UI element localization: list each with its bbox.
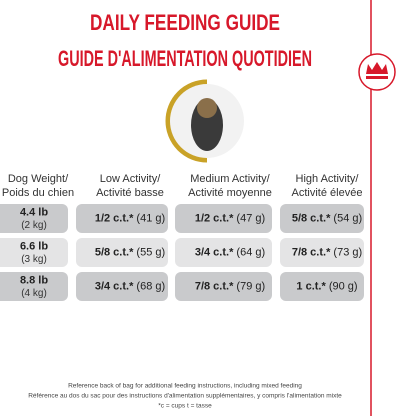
grams: (47 g) — [236, 212, 265, 224]
weight-lb: 6.6 lb — [20, 240, 48, 252]
title: DAILY FEEDING GUIDE — [90, 10, 280, 35]
table-cell — [280, 204, 364, 233]
photo-ring — [165, 79, 208, 163]
table-cell — [0, 272, 68, 301]
table-cell — [76, 238, 168, 267]
feeding-amount: 1 c.t.* (90 g) — [296, 280, 357, 292]
feeding-amount: 1/2 c.t.* (47 g) — [195, 212, 265, 224]
grams: (68 g) — [136, 280, 165, 292]
column-header: Activité moyenne — [188, 187, 272, 199]
weight-lb: 8.8 lb — [20, 274, 48, 286]
amount: 1/2 c.t.* — [195, 212, 234, 224]
grams: (55 g) — [136, 246, 165, 258]
footnote: *c = cups t = tasse — [158, 403, 212, 410]
weight-kg: (4 kg) — [21, 288, 47, 299]
feeding-amount: 7/8 c.t.* (79 g) — [195, 280, 265, 292]
feeding-amount: 5/8 c.t.* (54 g) — [292, 212, 362, 224]
feeding-amount: 7/8 c.t.* (73 g) — [292, 246, 362, 258]
amount: 1 c.t.* — [296, 280, 326, 292]
footnote: Reference back of bag for additional fee… — [68, 383, 302, 390]
column-header: Activité élevée — [292, 187, 363, 199]
weight-kg: (3 kg) — [21, 254, 47, 265]
subtitle: GUIDE D'ALIMENTATION QUOTIDIEN — [58, 46, 312, 71]
table-cell — [76, 272, 168, 301]
column-header: Dog Weight/ — [8, 173, 69, 185]
column-header: Poids du chien — [2, 187, 74, 199]
amount: 3/4 c.t.* — [95, 280, 134, 292]
feeding-amount: 3/4 c.t.* (68 g) — [95, 280, 165, 292]
weight-lb: 4.4 lb — [20, 206, 48, 218]
feeding-amount: 1/2 c.t.* (41 g) — [95, 212, 165, 224]
column-header: High Activity/ — [296, 173, 360, 185]
feeding-amount: 3/4 c.t.* (64 g) — [195, 246, 265, 258]
grams: (54 g) — [333, 212, 362, 224]
amount: 5/8 c.t.* — [292, 212, 331, 224]
grams: (41 g) — [136, 212, 165, 224]
weight-kg: (2 kg) — [21, 220, 47, 231]
table-cell — [0, 204, 68, 233]
amount: 7/8 c.t.* — [195, 280, 234, 292]
grams: (73 g) — [333, 246, 362, 258]
amount: 1/2 c.t.* — [95, 212, 134, 224]
table-cell — [76, 204, 168, 233]
amount: 7/8 c.t.* — [292, 246, 331, 258]
table-cell — [0, 238, 68, 267]
table-cell — [280, 238, 364, 267]
amount: 5/8 c.t.* — [95, 246, 134, 258]
table-cell — [280, 272, 364, 301]
grams: (90 g) — [329, 280, 358, 292]
footer: Reference back of bag for additional fee… — [28, 383, 342, 410]
amount: 3/4 c.t.* — [195, 246, 234, 258]
crown-base — [366, 76, 388, 79]
column-header: Medium Activity/ — [190, 173, 270, 185]
crown-logo — [366, 62, 388, 74]
column-header: Low Activity/ — [100, 173, 161, 185]
grams: (79 g) — [236, 280, 265, 292]
column-header: Activité basse — [96, 187, 164, 199]
feeding-table: Dog Weight/Poids du chien Low Activity/Ac… — [0, 173, 364, 301]
footnote: Référence au dos du sac pour des instruc… — [28, 393, 342, 400]
table-cell — [175, 272, 272, 301]
table-cell — [175, 238, 272, 267]
table-cell — [175, 204, 272, 233]
feeding-amount: 5/8 c.t.* (55 g) — [95, 246, 165, 258]
grams: (64 g) — [236, 246, 265, 258]
dog-face — [197, 98, 217, 118]
